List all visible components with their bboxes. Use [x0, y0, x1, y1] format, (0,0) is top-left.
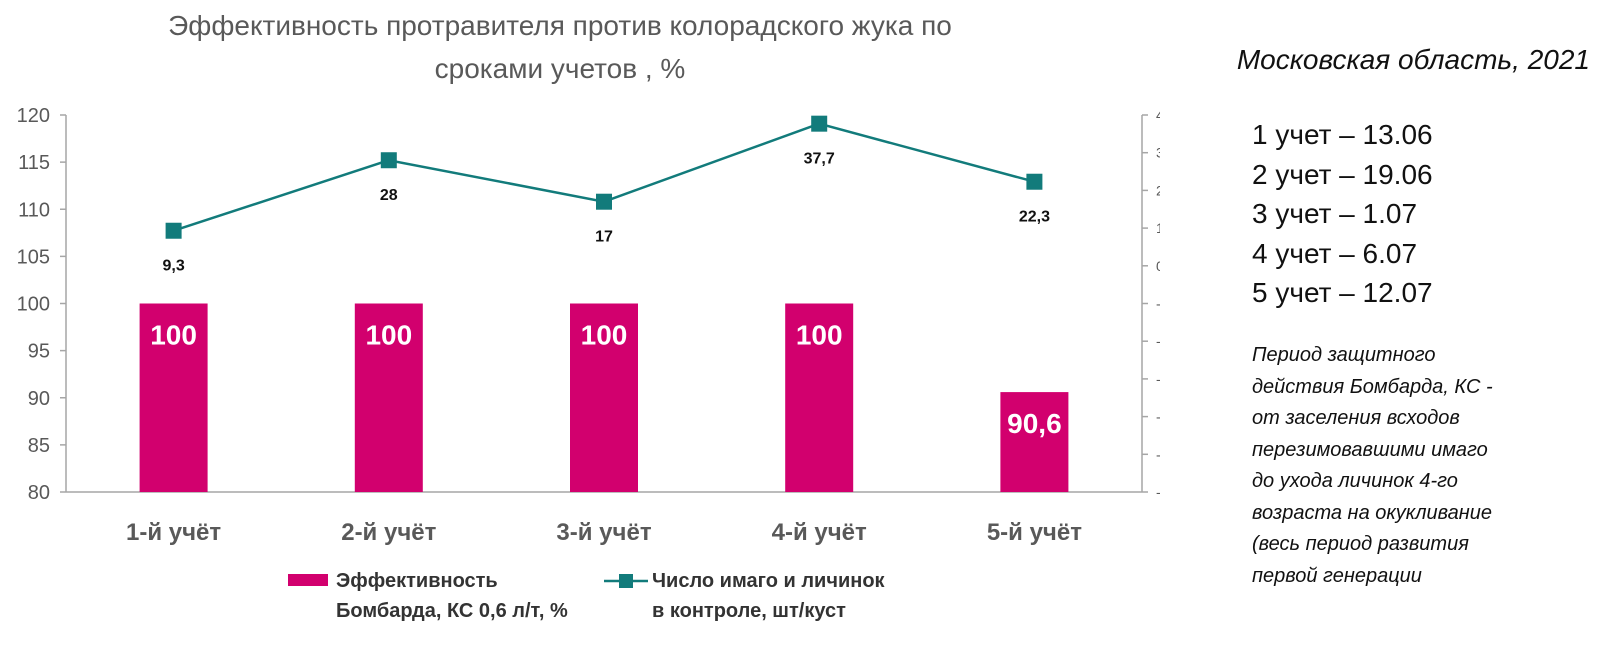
legend-line-label: Число имаго и личинок в контроле, шт/кус…	[652, 566, 885, 626]
efficiency-bar	[139, 303, 208, 492]
left-tick-label: 105	[17, 246, 50, 268]
beetle-count-label: 9,3	[162, 258, 184, 275]
left-tick-label: 95	[28, 341, 50, 363]
left-tick-label: 100	[17, 294, 50, 316]
efficiency-bar	[785, 303, 854, 492]
right-tick-label: -50	[1156, 446, 1160, 462]
right-tick-label: -20	[1156, 333, 1160, 349]
legend-bar-label-line-2: Бомбарда, КС 0,6 л/т, %	[336, 600, 568, 622]
beetle-count-label: 17	[595, 229, 613, 246]
legend-bar-label-line-1: Эффективность	[336, 570, 498, 592]
survey-date-5: 5 учет – 12.07	[1252, 277, 1433, 308]
legend-line-swatch	[604, 574, 648, 588]
legend-line-label-line-1: Число имаго и личинок	[652, 570, 885, 592]
survey-date-4: 4 учет – 6.07	[1252, 237, 1418, 269]
beetle-count-marker	[165, 222, 182, 239]
beetle-count-line	[173, 122, 1035, 232]
survey-date-3: 3 учет – 1.07	[1252, 198, 1418, 229]
right-tick-label: 40	[1156, 107, 1160, 123]
legend-bar-label: Эффективность Бомбарда, КС 0,6 л/т, %	[336, 566, 568, 626]
chart-title-line-1: Эффективность протравителя против колора…	[168, 10, 952, 41]
note-line-5: до ухода личинок 4-го	[1252, 470, 1458, 492]
left-tick-label: 85	[28, 435, 50, 457]
note-line-6: возраста на окукливание	[1252, 501, 1493, 524]
efficiency-bar-label: 100	[150, 320, 197, 351]
note-line-1: Период защитного	[1252, 344, 1436, 366]
efficiency-bar-label: 100	[796, 320, 843, 351]
note-line-7: (весь период развития	[1252, 533, 1469, 555]
left-tick-label: 115	[18, 152, 50, 174]
category-label: 3-й учёт	[556, 519, 651, 546]
beetle-count-marker	[596, 193, 612, 210]
efficiency-bar	[354, 303, 423, 492]
efficiency-bar-label: 90,6	[1007, 408, 1062, 439]
right-tick-label: -30	[1156, 371, 1160, 387]
category-label: 1-й учёт	[126, 519, 221, 546]
efficiency-bar-label: 100	[365, 320, 412, 351]
beetle-count-marker	[380, 152, 397, 169]
right-tick-label: 10	[1156, 220, 1160, 236]
beetle-count-label: 28	[380, 187, 398, 204]
efficiency-bar	[570, 303, 638, 492]
note-line-8: первой генерации	[1252, 564, 1422, 587]
right-tick-label: -60	[1156, 484, 1160, 500]
category-label: 4-й учёт	[772, 519, 867, 546]
beetle-count-label: 37,7	[804, 151, 835, 168]
note-line-4: перезимовавшими имаго	[1252, 438, 1488, 461]
chart-title-line-2: сроками учетов , %	[434, 53, 686, 84]
beetle-count-marker	[1026, 173, 1043, 190]
category-label: 5-й учёт	[987, 519, 1082, 546]
survey-date-2: 2 учет – 19.06	[1252, 158, 1433, 190]
legend-bar-swatch	[288, 574, 328, 586]
protection-period-note: Период защитного действия Бомбарда, КС -…	[1252, 340, 1592, 592]
right-tick-label: 30	[1156, 145, 1160, 161]
left-tick-label: 110	[18, 199, 50, 221]
right-tick-label: 0	[1156, 258, 1160, 274]
category-label: 2-й учёт	[341, 519, 436, 546]
right-tick-label: -40	[1156, 409, 1160, 425]
beetle-count-label: 22,3	[1019, 209, 1050, 226]
efficiency-bar	[1000, 392, 1069, 492]
legend-line-marker	[619, 574, 633, 588]
legend-line-label-line-2: в контроле, шт/куст	[652, 600, 846, 622]
survey-dates-list: 1 учет – 13.06 2 учет – 19.06 3 учет – 1…	[1252, 115, 1592, 313]
right-tick-label: -10	[1156, 296, 1160, 312]
left-tick-label: 120	[17, 105, 50, 127]
combo-chart: 80859095100105110115120-60-50-40-30-20-1…	[17, 105, 1160, 546]
beetle-count-marker	[811, 115, 828, 132]
note-line-2: действия Бомбарда, КС -	[1252, 375, 1493, 398]
right-tick-label: 20	[1156, 182, 1160, 198]
left-tick-label: 90	[28, 388, 50, 410]
region-year-label: Московская область, 2021	[1236, 44, 1590, 75]
efficiency-bar-label: 100	[581, 320, 628, 351]
note-line-3: от заселения всходов	[1252, 407, 1460, 429]
survey-date-1: 1 учет – 13.06	[1252, 119, 1433, 150]
left-tick-label: 80	[28, 482, 50, 504]
